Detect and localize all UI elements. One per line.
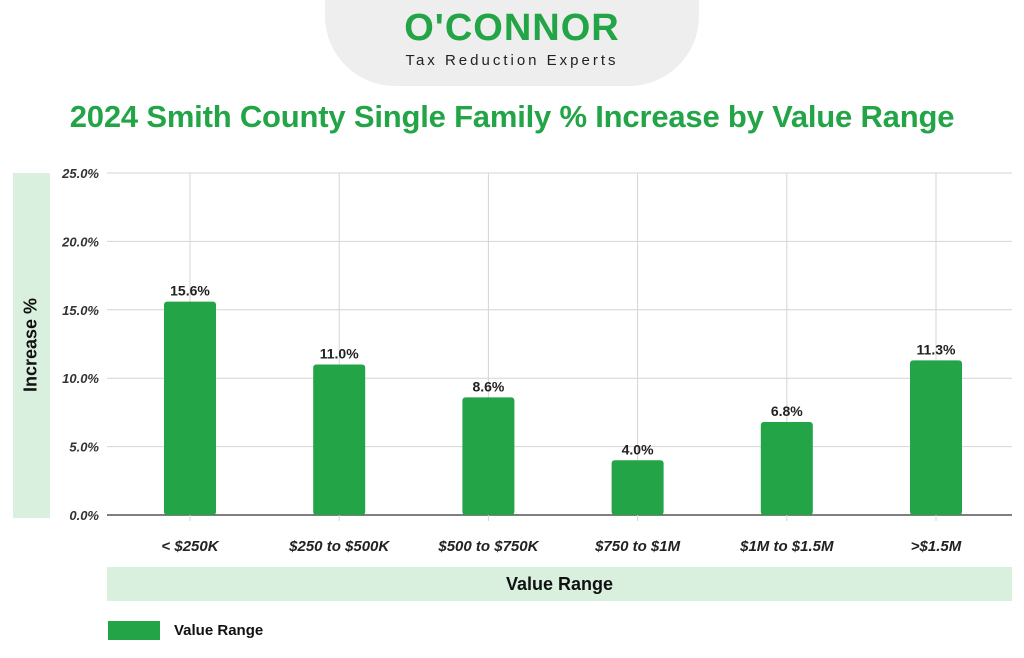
bar	[313, 364, 366, 515]
x-axis-label: Value Range	[505, 574, 614, 594]
x-tick-label: $250 to $500K	[288, 538, 390, 555]
bar-data-label: 11.0%	[320, 346, 359, 362]
chart-title: 2024 Smith County Single Family % Increa…	[69, 99, 955, 134]
x-tick-label: $500 to $750K	[437, 538, 539, 555]
legend-swatch	[108, 621, 160, 640]
bar	[462, 397, 515, 515]
y-tick-label: 15.0%	[62, 303, 99, 318]
logo-banner: O'CONNOR Tax Reduction Experts	[325, 0, 699, 86]
bar-chart: 0.0% 5.0% 10.0% 15.0% 20.0% 25.0% 15.6% < $250K…	[61, 166, 1012, 555]
bar-data-label: 8.6%	[472, 378, 504, 394]
bar-data-label: 15.6%	[170, 283, 210, 299]
y-tick-label: 0.0%	[69, 508, 99, 523]
legend-label: Value Range	[174, 622, 264, 639]
x-tick-label: $750 to $1M	[594, 538, 681, 555]
bar	[910, 360, 962, 515]
y-tick-label: 25.0%	[61, 166, 99, 181]
y-tick-label: 5.0%	[69, 440, 99, 455]
y-tick-label: 10.0%	[62, 371, 99, 386]
x-tick-label: < $250K	[161, 538, 219, 555]
x-tick-label: $1M to $1.5M	[739, 538, 834, 555]
bar	[611, 460, 664, 515]
bar-data-label: 4.0%	[622, 441, 654, 457]
bar	[164, 301, 216, 515]
brand-tagline: Tax Reduction Experts	[405, 52, 619, 69]
y-tick-label: 20.0%	[61, 234, 99, 249]
x-axis-label-band	[107, 567, 1012, 601]
bar-data-label: 11.3%	[917, 341, 956, 357]
brand-logo: O'CONNOR	[404, 7, 620, 49]
bar	[760, 421, 813, 515]
y-axis-label-band	[13, 173, 50, 518]
x-tick-label: >$1.5M	[911, 538, 962, 555]
bar-data-label: 6.8%	[771, 403, 803, 419]
